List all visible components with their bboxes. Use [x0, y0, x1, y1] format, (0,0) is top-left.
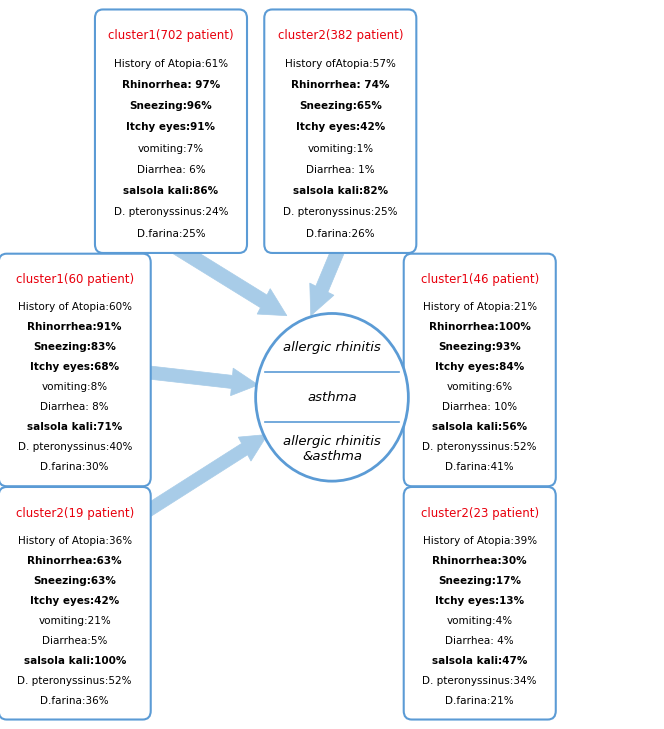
Text: salsola kali:86%: salsola kali:86%	[124, 186, 218, 196]
Polygon shape	[392, 367, 412, 395]
FancyBboxPatch shape	[404, 487, 556, 720]
FancyBboxPatch shape	[0, 487, 151, 720]
Text: Sneezing:65%: Sneezing:65%	[299, 101, 382, 112]
Text: vomiting:6%: vomiting:6%	[447, 383, 513, 392]
Text: D. pteronyssinus:24%: D. pteronyssinus:24%	[114, 207, 228, 217]
Polygon shape	[385, 361, 412, 389]
Text: salsola kali:71%: salsola kali:71%	[27, 423, 122, 432]
Text: D. pteronyssinus:52%: D. pteronyssinus:52%	[422, 443, 537, 453]
FancyBboxPatch shape	[95, 9, 247, 253]
Text: vomiting:1%: vomiting:1%	[307, 144, 373, 154]
Text: cluster1(60 patient): cluster1(60 patient)	[16, 273, 133, 286]
Text: Itchy eyes:42%: Itchy eyes:42%	[30, 596, 120, 606]
Text: salsola kali:47%: salsola kali:47%	[432, 656, 527, 666]
Polygon shape	[139, 434, 268, 520]
Text: History of Atopia:39%: History of Atopia:39%	[423, 536, 537, 546]
Text: Itchy eyes:68%: Itchy eyes:68%	[30, 362, 120, 373]
Text: salsola kali:82%: salsola kali:82%	[293, 186, 388, 196]
Circle shape	[256, 313, 408, 481]
Text: Rhinorrhea:63%: Rhinorrhea:63%	[27, 555, 122, 566]
Text: D.farina:36%: D.farina:36%	[41, 695, 109, 706]
Text: Diarrhea: 6%: Diarrhea: 6%	[137, 165, 205, 175]
Text: Sneezing:93%: Sneezing:93%	[438, 343, 521, 352]
Text: History of Atopia:61%: History of Atopia:61%	[114, 59, 228, 69]
Text: salsola kali:100%: salsola kali:100%	[23, 656, 126, 666]
Text: Rhinorrhea:100%: Rhinorrhea:100%	[429, 322, 531, 332]
Text: History of Atopia:60%: History of Atopia:60%	[18, 303, 131, 313]
Text: D. pteronyssinus:40%: D. pteronyssinus:40%	[17, 443, 132, 453]
Text: Itchy eyes:91%: Itchy eyes:91%	[126, 122, 216, 133]
Text: D.farina:41%: D.farina:41%	[446, 462, 514, 472]
Text: Rhinorrhea:91%: Rhinorrhea:91%	[27, 322, 122, 332]
Text: Sneezing:63%: Sneezing:63%	[33, 576, 116, 585]
FancyBboxPatch shape	[264, 9, 416, 253]
Text: cluster2(19 patient): cluster2(19 patient)	[15, 507, 134, 520]
Text: D. pteronyssinus:52%: D. pteronyssinus:52%	[17, 676, 132, 686]
Text: D. pteronyssinus:25%: D. pteronyssinus:25%	[283, 207, 398, 217]
Text: Diarrhea: 4%: Diarrhea: 4%	[446, 636, 514, 646]
Text: cluster2(382 patient): cluster2(382 patient)	[278, 29, 403, 42]
FancyBboxPatch shape	[0, 254, 151, 486]
Text: cluster1(46 patient): cluster1(46 patient)	[420, 273, 539, 286]
Text: vomiting:8%: vomiting:8%	[42, 383, 108, 392]
Text: salsola kali:56%: salsola kali:56%	[432, 423, 527, 432]
Text: D.farina:30%: D.farina:30%	[41, 462, 109, 472]
Text: Sneezing:96%: Sneezing:96%	[129, 101, 212, 112]
Polygon shape	[392, 405, 412, 433]
Text: Rhinorrhea: 97%: Rhinorrhea: 97%	[122, 80, 220, 90]
Text: History of Atopia:36%: History of Atopia:36%	[18, 536, 131, 546]
Text: Diarrhea: 10%: Diarrhea: 10%	[442, 402, 517, 413]
Text: Diarrhea:5%: Diarrhea:5%	[42, 636, 108, 646]
Text: allergic rhinitis
&asthma: allergic rhinitis &asthma	[283, 435, 381, 464]
Text: vomiting:4%: vomiting:4%	[447, 616, 513, 625]
Text: D.farina:26%: D.farina:26%	[306, 229, 374, 238]
Text: Rhinorrhea: 74%: Rhinorrhea: 74%	[291, 80, 390, 90]
Text: cluster1(702 patient): cluster1(702 patient)	[108, 29, 234, 42]
Polygon shape	[310, 241, 347, 316]
Text: Itchy eyes:13%: Itchy eyes:13%	[435, 596, 525, 606]
Polygon shape	[142, 365, 258, 396]
FancyBboxPatch shape	[404, 254, 556, 486]
Text: D.farina:21%: D.farina:21%	[446, 695, 514, 706]
Text: Diarrhea: 1%: Diarrhea: 1%	[306, 165, 374, 175]
Text: Rhinorrhea:30%: Rhinorrhea:30%	[432, 555, 527, 566]
Polygon shape	[168, 238, 287, 316]
Text: Itchy eyes:42%: Itchy eyes:42%	[295, 122, 385, 133]
Text: D.farina:25%: D.farina:25%	[137, 229, 205, 238]
Text: Sneezing:17%: Sneezing:17%	[438, 576, 521, 585]
Text: Itchy eyes:84%: Itchy eyes:84%	[435, 362, 525, 373]
Text: History ofAtopia:57%: History ofAtopia:57%	[285, 59, 396, 69]
Text: cluster2(23 patient): cluster2(23 patient)	[421, 507, 539, 520]
Text: allergic rhinitis: allergic rhinitis	[283, 340, 381, 354]
Text: History of Atopia:21%: History of Atopia:21%	[423, 303, 537, 313]
Text: Diarrhea: 8%: Diarrhea: 8%	[41, 402, 109, 413]
Text: vomiting:7%: vomiting:7%	[138, 144, 204, 154]
Text: D. pteronyssinus:34%: D. pteronyssinus:34%	[422, 676, 537, 686]
Text: asthma: asthma	[307, 391, 357, 404]
Text: Sneezing:83%: Sneezing:83%	[33, 343, 116, 352]
Text: vomiting:21%: vomiting:21%	[39, 616, 111, 625]
